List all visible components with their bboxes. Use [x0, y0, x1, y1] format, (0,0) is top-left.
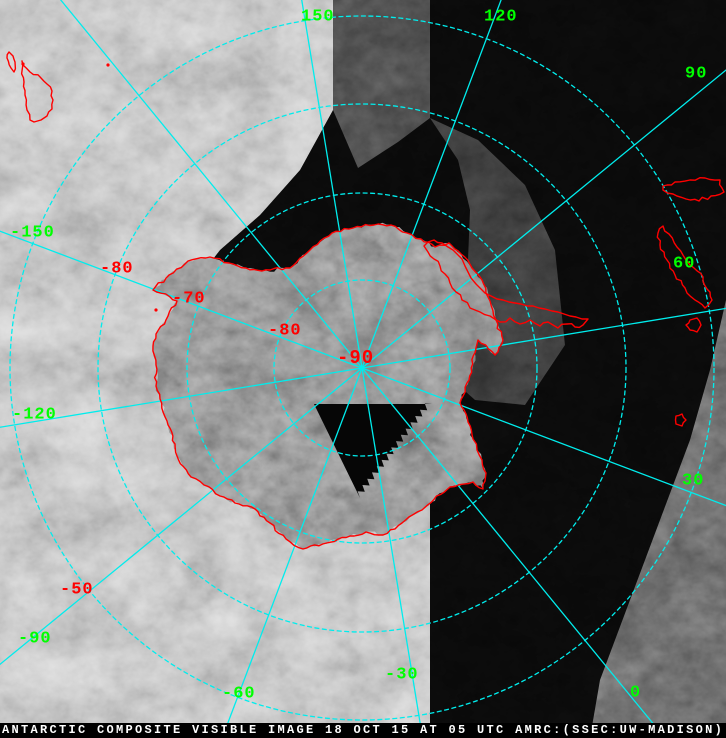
- svg-text:-70: -70: [172, 289, 206, 308]
- svg-text:-50: -50: [60, 580, 94, 599]
- svg-text:60: 60: [673, 254, 695, 273]
- svg-text:-150: -150: [10, 223, 55, 242]
- svg-text:150: 150: [301, 7, 335, 26]
- svg-text:120: 120: [484, 7, 518, 26]
- svg-text:-60: -60: [222, 684, 256, 703]
- svg-text:-120: -120: [12, 405, 57, 424]
- svg-text:-90: -90: [18, 629, 52, 648]
- svg-text:90: 90: [685, 64, 707, 83]
- svg-text:-80: -80: [100, 259, 134, 278]
- svg-text:-90: -90: [337, 347, 374, 369]
- svg-text:-30: -30: [385, 665, 419, 684]
- svg-text:0: 0: [630, 683, 641, 702]
- svg-text:30: 30: [682, 471, 704, 490]
- svg-text:-80: -80: [268, 321, 302, 340]
